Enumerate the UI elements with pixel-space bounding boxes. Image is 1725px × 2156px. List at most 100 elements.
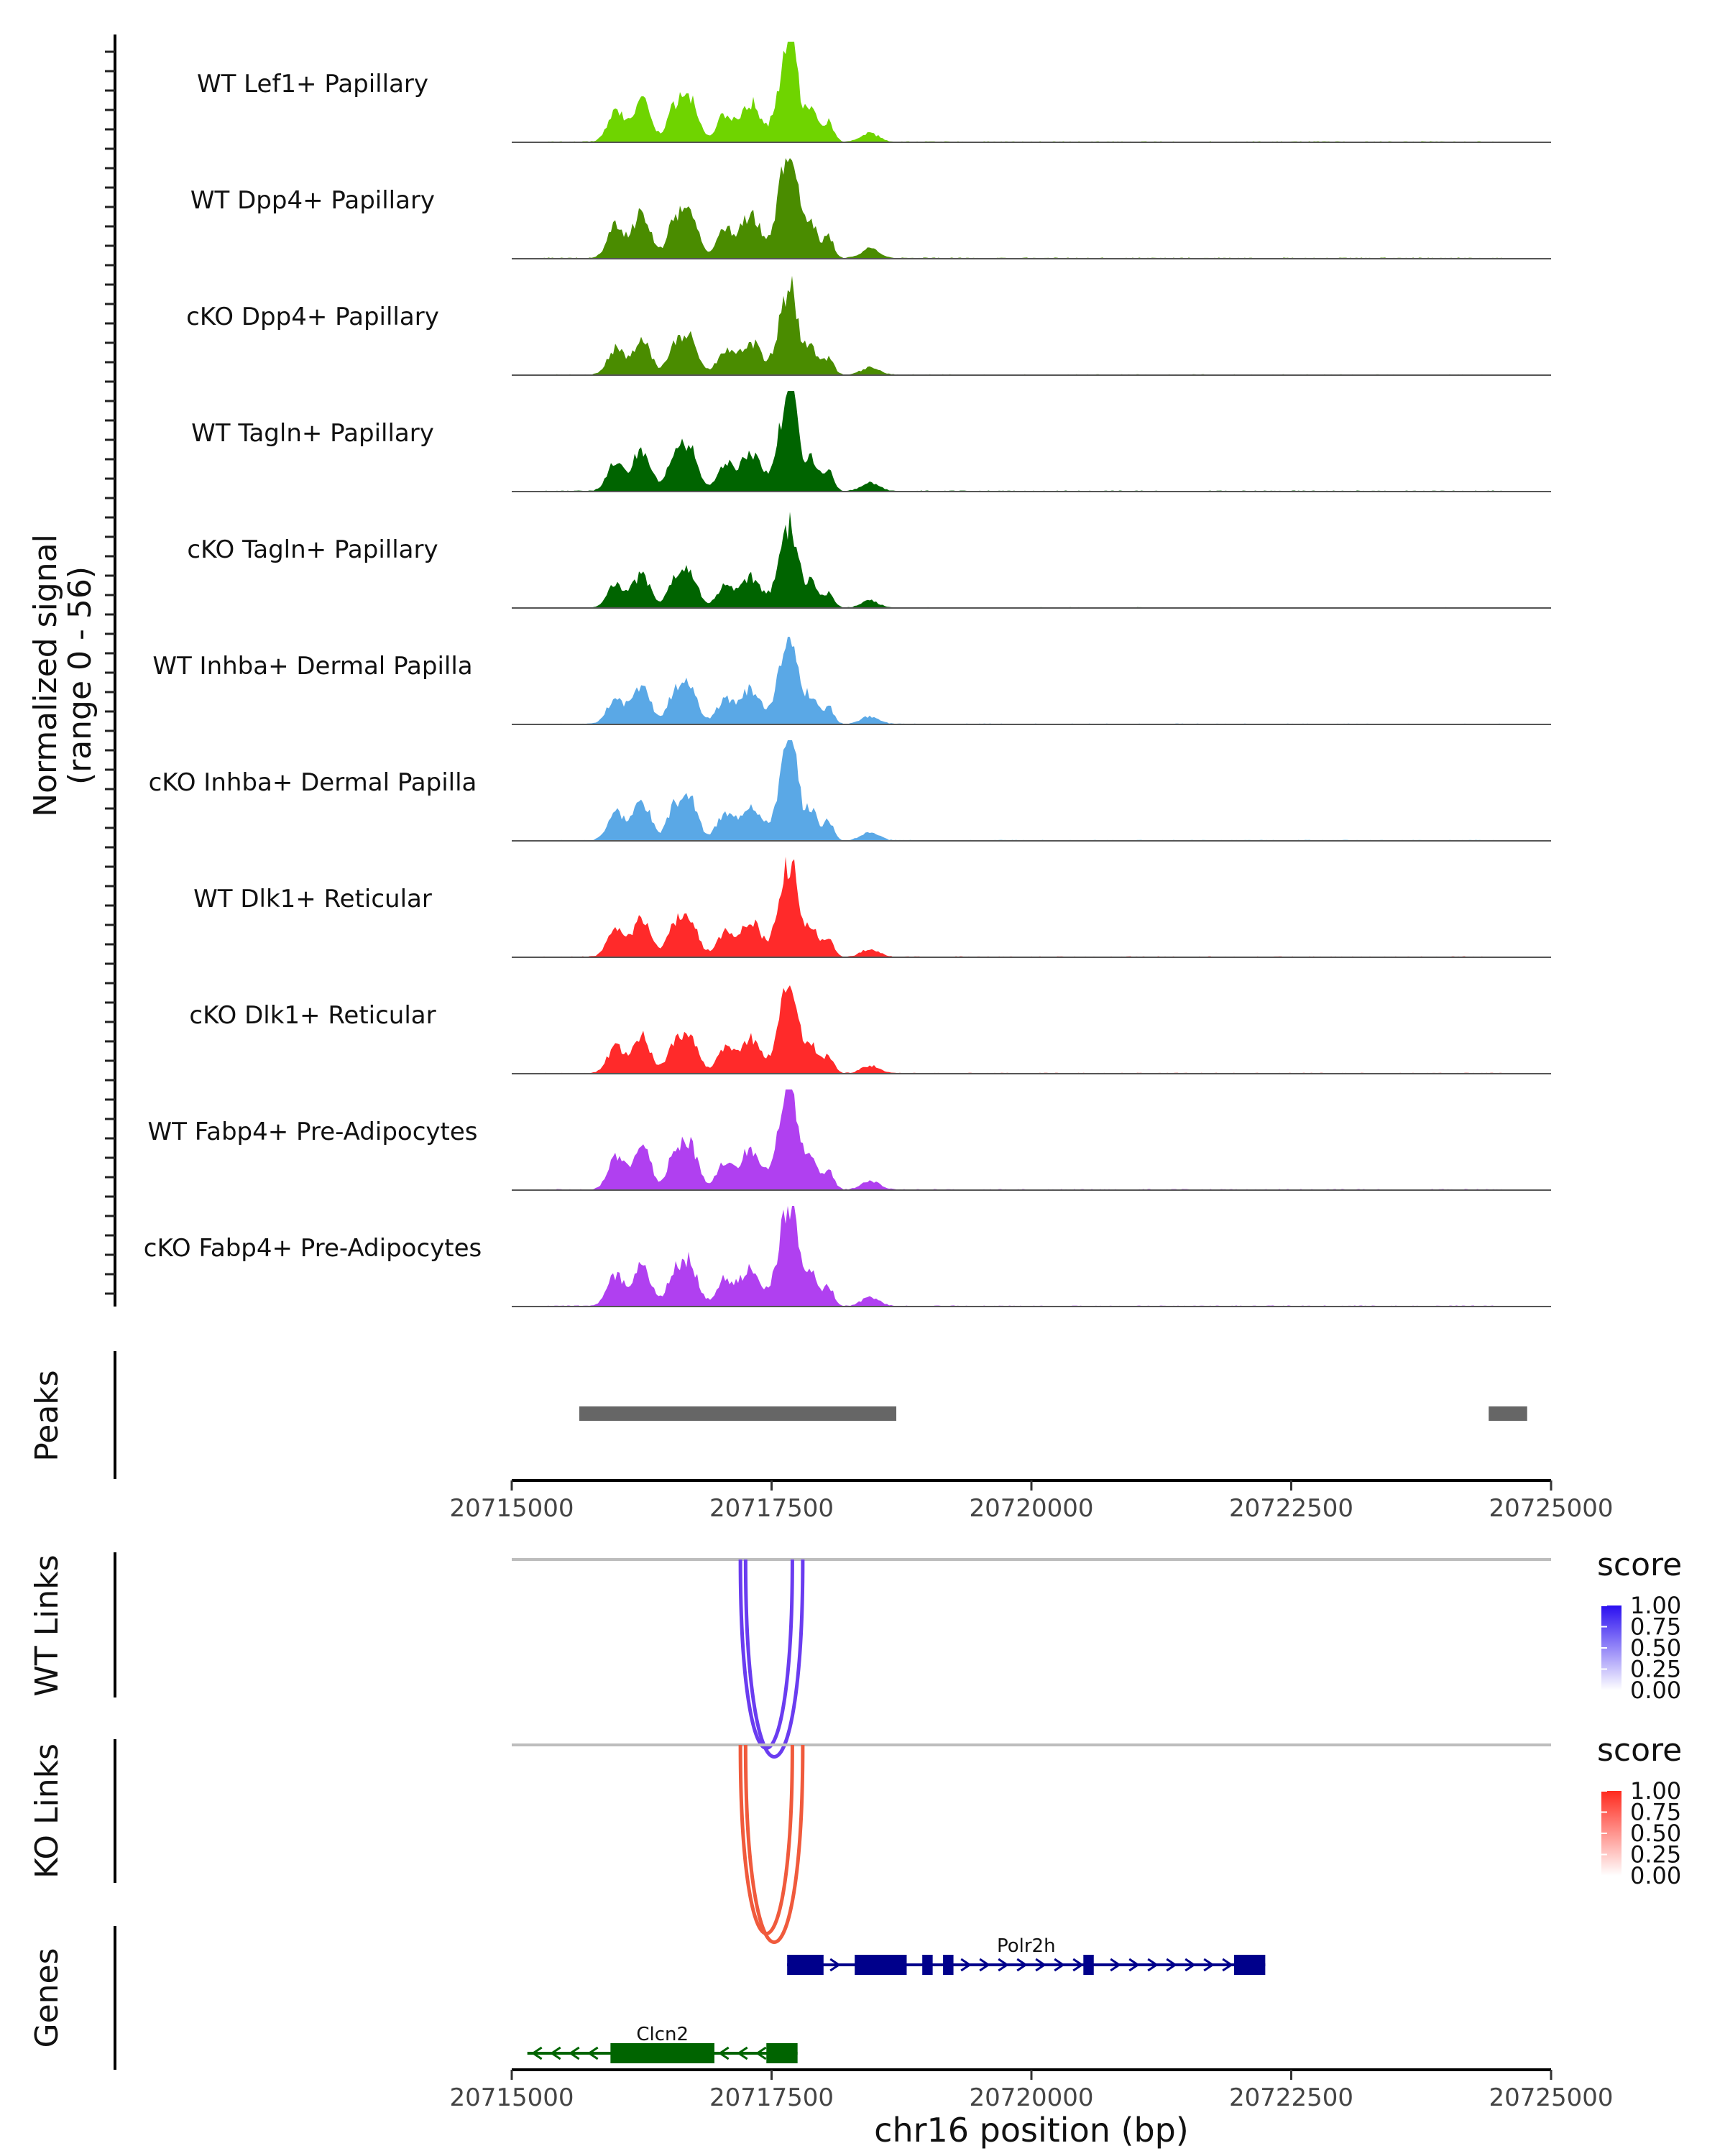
link-arc — [743, 1559, 805, 1759]
strand-arrow — [568, 2046, 580, 2060]
gene-exon — [766, 2043, 798, 2063]
legend-tick-label: 0.25 — [1630, 1656, 1681, 1683]
gene-name: Polr2h — [997, 1935, 1056, 1957]
legend-tick-label: 1.00 — [1630, 1777, 1681, 1805]
coverage-ylabel-range: (range 0 - 56) — [62, 566, 98, 785]
strand-arrow — [1054, 1958, 1065, 1972]
coverage-panel: Normalized signal (range 0 - 56) WT Lef1… — [27, 34, 1551, 1307]
strand-arrow — [586, 2046, 599, 2060]
gene-exon — [1083, 1955, 1094, 1975]
gene-exon — [855, 1955, 907, 1975]
gene-exon — [943, 1955, 954, 1975]
coverage-track-area — [512, 42, 1502, 142]
x-tick-label: 20717500 — [709, 2083, 834, 2112]
legend-tick-label: 0.50 — [1630, 1634, 1681, 1662]
strand-arrow — [1110, 1958, 1121, 1972]
legend-tick-label: 0.50 — [1630, 1820, 1681, 1847]
strand-arrow — [1222, 1958, 1233, 1972]
coverage-ylabel: Normalized signal — [27, 534, 64, 817]
gene-models: Polr2h Clcn2 — [527, 1935, 1266, 2063]
coverage-track-area — [512, 275, 1502, 375]
coverage-track-area — [512, 985, 1502, 1074]
legend-tick-label: 0.25 — [1630, 1841, 1681, 1869]
coverage-track-label: WT Lef1+ Papillary — [197, 70, 428, 98]
coverage-track-label: WT Tagln+ Papillary — [191, 419, 434, 448]
coverage-track-label: cKO Dpp4+ Papillary — [186, 303, 439, 331]
strand-arrow — [1166, 1958, 1177, 1972]
coverage-track-label: cKO Dlk1+ Reticular — [189, 1001, 436, 1030]
strand-arrow — [829, 1958, 841, 1972]
coverage-track-area — [512, 512, 1502, 608]
peaks-panel: Peaks 20715000 20717500 20720000 20722500 20… — [29, 1351, 1614, 1523]
ko-links-label: KO Links — [29, 1743, 65, 1879]
coverage-track-label: cKO Fabp4+ Pre-Adipocytes — [144, 1234, 482, 1263]
coverage-track-label: cKO Tagln+ Papillary — [187, 535, 438, 564]
coverage-track-area — [512, 637, 1502, 724]
coverage-track-area — [512, 740, 1502, 841]
peak-region — [579, 1406, 897, 1421]
strand-arrow — [1147, 1958, 1159, 1972]
ko-link-arcs — [738, 1744, 805, 1944]
wt-links-panel: WT Links score 1.000.750.500.250.00 — [29, 1547, 1682, 1759]
x-tick-label: 20720000 — [969, 1494, 1093, 1523]
gene-exon — [1233, 1955, 1266, 1975]
x-tick-label: 20720000 — [969, 2083, 1093, 2112]
link-arc — [743, 1744, 805, 1944]
peaks-x-ticks: 20715000 20717500 20720000 20722500 20725000 — [449, 1480, 1614, 1523]
legend-tick-label: 1.00 — [1630, 1592, 1681, 1619]
gene-exon — [787, 1955, 824, 1975]
coverage-track-label: WT Dlk1+ Reticular — [193, 885, 432, 913]
coverage-track-label: WT Fabp4+ Pre-Adipocytes — [148, 1118, 478, 1146]
coverage-track-area — [512, 1206, 1502, 1307]
coverage-track-area — [512, 391, 1502, 492]
coverage-track-label: cKO Inhba+ Dermal Papilla — [149, 768, 477, 797]
coverage-track-label: WT Dpp4+ Papillary — [190, 186, 435, 215]
peak-region — [1489, 1406, 1527, 1421]
strand-arrow — [1035, 1958, 1046, 1972]
coverage-track-area — [512, 1089, 1502, 1190]
strand-arrow — [530, 2046, 543, 2060]
gene-exon — [610, 2043, 714, 2063]
legend-title: score — [1597, 1732, 1682, 1769]
strand-arrow — [998, 1958, 1009, 1972]
legend-tick-label: 0.00 — [1630, 1862, 1681, 1889]
gene-name: Clcn2 — [636, 2024, 689, 2045]
strand-arrow — [549, 2046, 561, 2060]
genes-panel: Genes Polr2h Clcn2 20715000 20717500 207200… — [29, 1926, 1614, 2150]
x-tick-label: 20725000 — [1489, 2083, 1613, 2112]
strand-arrow — [1184, 1958, 1196, 1972]
x-axis-title: chr16 position (bp) — [874, 2111, 1189, 2150]
wt-link-arcs — [738, 1559, 805, 1759]
coverage-tracks: WT Lef1+ Papillary WT Dpp4+ Papillary cKO … — [144, 42, 1551, 1307]
legend-tick-label: 0.00 — [1630, 1677, 1681, 1704]
strand-arrow — [717, 2046, 730, 2060]
strand-arrow — [979, 1958, 990, 1972]
coverage-track-area — [512, 857, 1502, 957]
coverage-track-area — [512, 158, 1502, 259]
x-tick-label: 20722500 — [1229, 1494, 1353, 1523]
strand-arrow — [1128, 1958, 1140, 1972]
genes-x-ticks: 20715000 20717500 20720000 20722500 20725000 — [449, 2070, 1614, 2112]
strand-arrow — [1203, 1958, 1215, 1972]
strand-arrow — [1016, 1958, 1028, 1972]
gene-exon — [922, 1955, 933, 1975]
ko-links-legend: score 1.000.750.500.250.00 — [1597, 1732, 1682, 1889]
strand-arrow — [1072, 1958, 1084, 1972]
x-tick-label: 20715000 — [449, 1494, 574, 1523]
strand-arrow — [755, 2046, 767, 2060]
strand-arrow — [736, 2046, 748, 2060]
strand-arrow — [960, 1958, 972, 1972]
x-tick-label: 20722500 — [1229, 2083, 1353, 2112]
genes-label: Genes — [29, 1948, 65, 2047]
peaks-label: Peaks — [29, 1370, 65, 1461]
ko-links-panel: KO Links score 1.000.750.500.250.00 — [29, 1732, 1682, 1944]
x-tick-label: 20717500 — [709, 1494, 834, 1523]
legend-tick-label: 0.75 — [1630, 1799, 1681, 1826]
coverage-y-ticks — [105, 50, 115, 1295]
x-tick-label: 20725000 — [1489, 1494, 1613, 1523]
legend-title: score — [1597, 1547, 1682, 1583]
x-tick-label: 20715000 — [449, 2083, 574, 2112]
wt-links-label: WT Links — [29, 1554, 65, 1696]
coverage-track-label: WT Inhba+ Dermal Papilla — [152, 652, 472, 681]
